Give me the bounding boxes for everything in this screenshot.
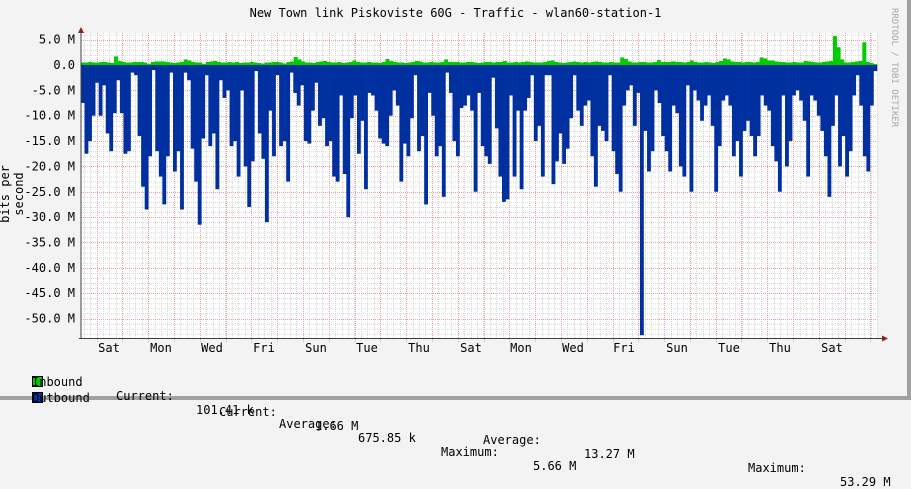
outbound-current-value: 1.66 M — [315, 419, 359, 433]
svg-text:-20.0 M: -20.0 M — [24, 159, 75, 173]
outbound-area — [81, 65, 878, 336]
outbound-label: Outbound — [32, 391, 90, 405]
svg-text:Fri: Fri — [253, 341, 275, 355]
svg-text:-40.0 M: -40.0 M — [24, 261, 75, 275]
svg-text:Sat: Sat — [98, 341, 120, 355]
svg-text:-45.0 M: -45.0 M — [24, 286, 75, 300]
x-axis-arrow-icon — [882, 335, 888, 342]
x-tick-labels: Sat Mon Wed Fri Sun Tue Thu Sat Mon Wed Fri Sun Tue T… — [98, 341, 843, 355]
inbound-average-value: 675.85 k — [358, 431, 416, 445]
outbound-current-label: Current: — [219, 405, 277, 419]
svg-text:-15.0 M: -15.0 M — [24, 134, 75, 148]
svg-text:Thu: Thu — [769, 341, 791, 355]
outbound-average-label: Average: — [483, 433, 541, 447]
svg-text:0.0: 0.0 — [53, 58, 75, 72]
svg-text:Sat: Sat — [460, 341, 482, 355]
svg-text:-25.0 M: -25.0 M — [24, 185, 75, 199]
svg-text:-10.0 M: -10.0 M — [24, 109, 75, 123]
inbound-maximum-label: Maximum: — [441, 445, 499, 459]
chart-title: New Town link Piskoviste 60G - Traffic -… — [249, 6, 662, 20]
svg-text:-35.0 M: -35.0 M — [24, 236, 75, 250]
svg-text:Sun: Sun — [305, 341, 327, 355]
y-tick-labels: 5.0 M 0.0 -5.0 M -10.0 M -15.0 M -20.0 M -25.0… — [24, 33, 75, 326]
inbound-label: Inbound — [32, 375, 83, 389]
svg-text:Fri: Fri — [613, 341, 635, 355]
svg-text:Sat: Sat — [821, 341, 843, 355]
svg-text:5.0 M: 5.0 M — [39, 33, 75, 47]
outbound-average-value: 13.27 M — [584, 447, 635, 461]
svg-text:Tue: Tue — [356, 341, 378, 355]
inbound-swatch-icon — [32, 376, 44, 387]
legend-inbound: Inbound Current: 101.41 k Average: 675.8… — [18, 361, 576, 473]
watermark: RRDTOOL / TOBI OETIKER — [889, 8, 899, 128]
legend-outbound: Outbound Current: 1.66 M Average: 13.27 … — [18, 377, 891, 489]
svg-text:Thu: Thu — [408, 341, 430, 355]
outbound-maximum-value: 53.29 M — [840, 475, 891, 489]
svg-text:Wed: Wed — [201, 341, 223, 355]
svg-text:Mon: Mon — [510, 341, 532, 355]
svg-text:-50.0 M: -50.0 M — [24, 312, 75, 326]
svg-text:Tue: Tue — [718, 341, 740, 355]
svg-text:Mon: Mon — [150, 341, 172, 355]
outbound-maximum-label: Maximum: — [748, 461, 806, 475]
svg-text:-5.0 M: -5.0 M — [32, 83, 75, 97]
svg-text:Wed: Wed — [562, 341, 584, 355]
traffic-chart: 5.0 M 0.0 -5.0 M -10.0 M -15.0 M -20.0 M -25.0… — [24, 27, 888, 355]
inbound-maximum-value: 5.66 M — [533, 459, 577, 473]
svg-text:Sun: Sun — [666, 341, 688, 355]
inbound-current-label: Current: — [116, 389, 174, 403]
svg-text:-30.0 M: -30.0 M — [24, 210, 75, 224]
y-axis-arrow-icon — [78, 27, 84, 33]
inbound-area — [81, 36, 878, 66]
